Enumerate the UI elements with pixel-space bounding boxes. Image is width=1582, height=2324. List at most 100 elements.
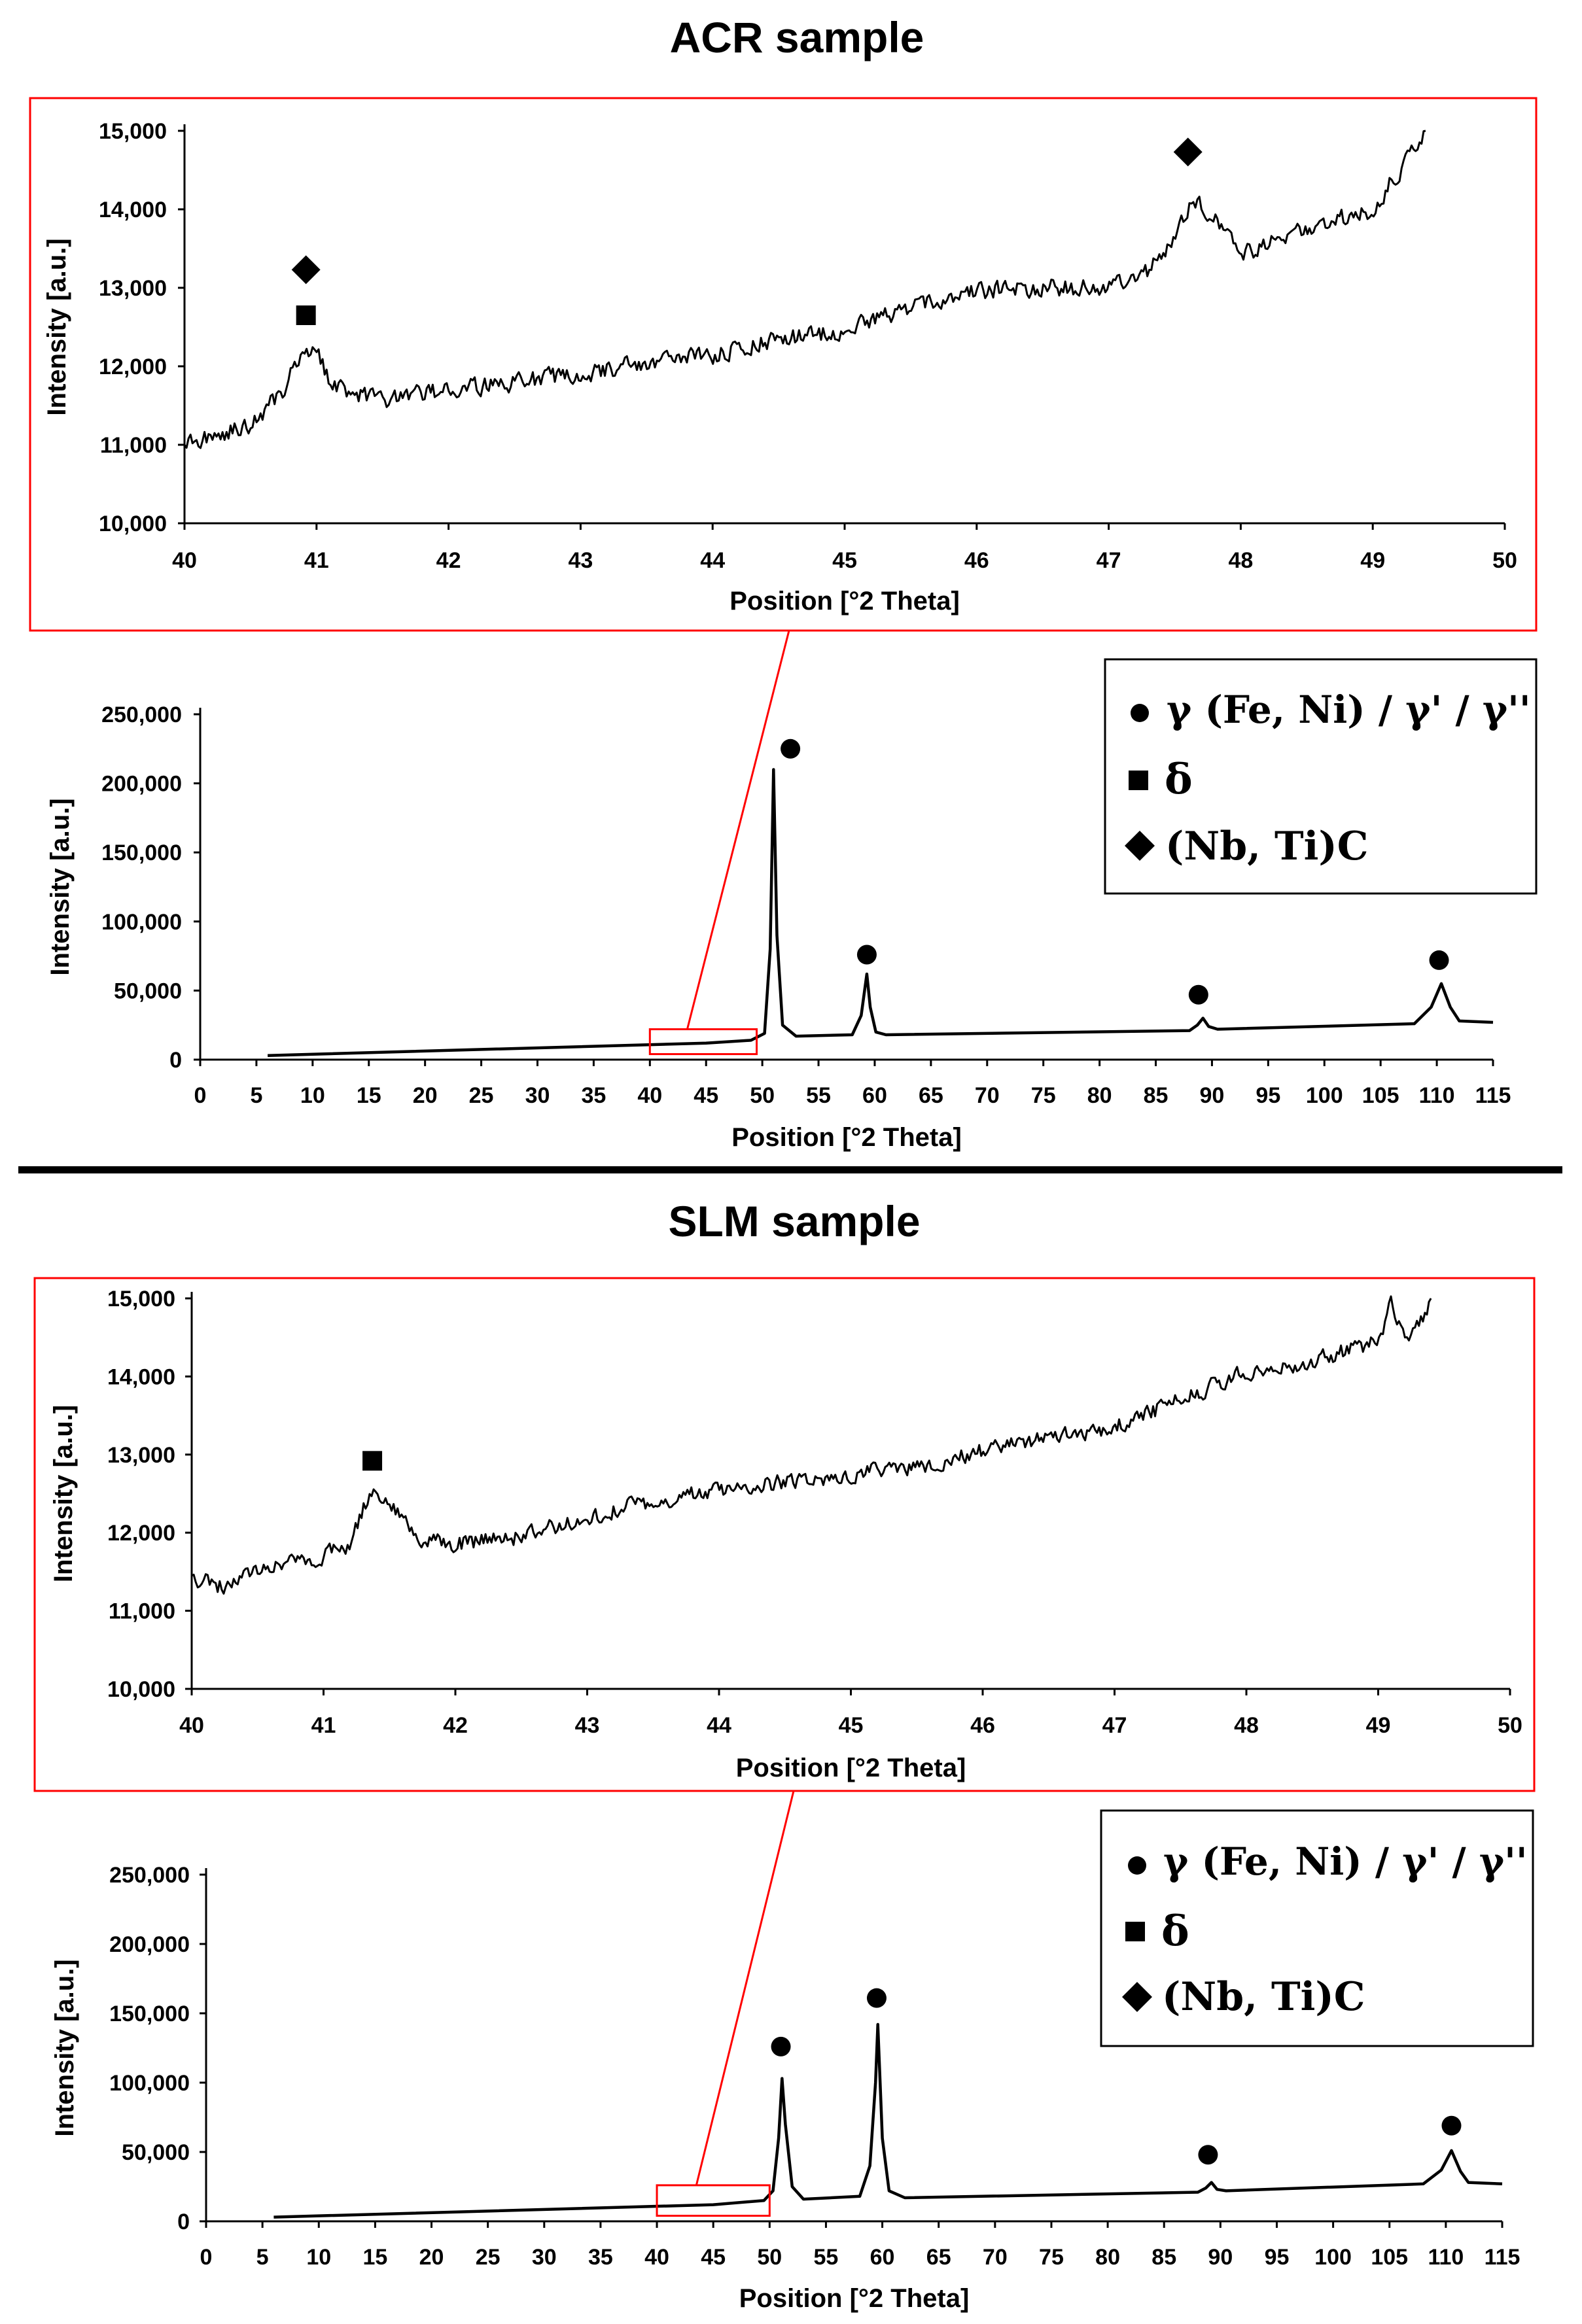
slm_full-gamma-peak-marker [866,1988,887,2008]
section-divider [18,1166,1562,1173]
slm_full-xtick-label: 115 [1485,2245,1520,2270]
acr_full-xtick-label: 35 [581,1083,606,1108]
acr_full-xtick-label: 20 [413,1083,438,1108]
slm_full-xtick-label: 55 [814,2245,839,2270]
slm-legend-gamma-label: γ (Fe, Ni) / γ' / γ'' [1163,1839,1528,1884]
acr_zoom-ytick-label: 14,000 [99,198,167,222]
acr_full-xtick-label: 90 [1200,1083,1225,1108]
slm_zoom-xtick-label: 40 [179,1713,204,1738]
acr_zoom-ytick-label: 11,000 [100,433,167,458]
acr_full-ytick-label: 250,000 [101,702,182,727]
acr_full-gamma-peak-marker [1188,984,1208,1005]
acr_full-xtick-label: 30 [525,1083,550,1108]
slm_full-xtick-label: 50 [757,2245,782,2270]
slm_full-gamma-peak-marker [1198,2145,1218,2165]
acr_full-ytick-label: 200,000 [101,772,182,797]
acr-legend-gamma-label: γ (Fe, Ni) / γ' / γ'' [1167,687,1531,732]
slm-zoom-frame [33,1277,1536,1792]
slm_full-xtick-label: 65 [926,2245,951,2270]
slm_full-xlabel: Position [°2 Theta] [739,2284,970,2313]
acr_full-ylabel: Intensity [a.u.] [46,798,75,975]
slm_full-xtick-label: 95 [1265,2245,1290,2270]
slm_full-xtick-label: 85 [1151,2245,1176,2270]
acr_full-xtick-label: 10 [300,1083,325,1108]
acr_full-xtick-label: 80 [1087,1083,1112,1108]
slm-legend-nbtic-label: (Nb, Ti)C [1162,1974,1365,2020]
slm_full-gamma-peak-marker [771,2036,791,2056]
acr_full-ytick-label: 0 [169,1048,182,1073]
slm_zoom-ytick-label: 12,000 [107,1521,175,1546]
acr_full-gamma-peak-marker [856,945,877,965]
acr_full-xtick-label: 95 [1256,1083,1280,1108]
slm_zoom-xtick-label: 41 [311,1713,336,1738]
slm_full-xtick-label: 70 [983,2245,1008,2270]
acr-zoom-region-box [648,1028,758,1056]
slm-zoom-connector [695,1790,795,2186]
slm_zoom-series-line [191,1295,1432,1595]
slm_full-ytick-label: 200,000 [109,1932,190,1957]
slm_zoom-ytick-label: 14,000 [107,1364,175,1389]
slm-legend-delta-label: δ [1161,1907,1189,1956]
acr_full-gamma-peak-marker [1429,950,1449,970]
acr-legend-square-marker [1129,771,1148,790]
acr_zoom-xtick-label: 40 [172,548,197,573]
slm_full-xtick-label: 30 [532,2245,557,2270]
acr_full-xtick-label: 110 [1419,1083,1455,1108]
acr_zoom-xtick-label: 44 [700,548,725,573]
slm-legend-frame [1100,1809,1534,2047]
slm_zoom-xtick-label: 50 [1498,1713,1522,1738]
acr_full-ytick-label: 150,000 [101,841,182,865]
acr_zoom-ytick-label: 12,000 [99,355,167,379]
acr_zoom-ytick-label: 15,000 [99,119,167,144]
slm_full-ytick-label: 150,000 [109,2002,190,2026]
acr_zoom-xtick-label: 49 [1360,548,1385,573]
acr_full-xtick-label: 115 [1475,1083,1511,1108]
acr_zoom-delta-peak-marker [296,305,316,325]
acr_zoom-ylabel: Intensity [a.u.] [43,238,71,415]
slm_full-xtick-label: 105 [1371,2245,1408,2270]
slm_zoom-xtick-label: 48 [1234,1713,1259,1738]
slm_full-xtick-label: 100 [1314,2245,1352,2270]
acr_full-chart: 0 50,000 100,000 150,000 200,000 250,000 0 5 10 1… [46,702,1511,1152]
slm_zoom-ytick-label: 15,000 [107,1287,175,1311]
slm_zoom-xtick-label: 44 [707,1713,731,1738]
acr_zoom-xlabel: Position [°2 Theta] [729,587,960,616]
slm_zoom-ylabel: Intensity [a.u.] [49,1405,78,1582]
slm_full-xtick-label: 60 [870,2245,895,2270]
acr_full-xtick-label: 0 [194,1083,207,1108]
slm_full-gamma-peak-marker [1441,2115,1462,2136]
acr_zoom-xtick-label: 48 [1228,548,1253,573]
acr_full-xtick-label: 65 [919,1083,943,1108]
acr-legend-delta-label: δ [1165,755,1193,804]
acr_full-xlabel: Position [°2 Theta] [731,1123,962,1152]
slm_full-ytick-label: 100,000 [109,2071,190,2096]
acr_zoom-xtick-label: 50 [1492,548,1517,573]
slm_full-xtick-label: 90 [1208,2245,1233,2270]
acr_full-ytick-label: 100,000 [101,910,182,935]
acr_zoom-xtick-label: 47 [1097,548,1121,573]
acr_full-gamma-peak-marker [781,738,801,759]
acr_full-xtick-label: 75 [1031,1083,1056,1108]
acr_full-xtick-label: 25 [469,1083,494,1108]
acr_full-xtick-label: 100 [1306,1083,1343,1108]
acr_zoom-series-line [183,130,1426,449]
slm-legend-circle-marker [1128,1856,1146,1875]
charts-layer: 10,000 11,000 12,000 13,000 14,000 15,000 40 41… [43,119,1522,2313]
acr-zoom-frame [29,97,1538,632]
acr_zoom-ytick-label: 10,000 [99,512,167,536]
slm_zoom-ytick-label: 11,000 [109,1599,175,1624]
acr-title: ACR sample [670,13,924,61]
slm_zoom-delta-peak-marker [362,1451,383,1471]
slm_zoom-xtick-label: 47 [1102,1713,1127,1738]
slm_zoom-ytick-label: 13,000 [107,1443,175,1468]
acr_full-xtick-label: 70 [975,1083,1000,1108]
slm_full-xtick-label: 10 [306,2245,331,2270]
acr-zoom-connector [686,630,790,1030]
acr-legend: γ (Fe, Ni) / γ' / γ'' δ (Nb, Ti)C [1104,658,1538,895]
acr_full-xtick-label: 105 [1362,1083,1399,1108]
slm_zoom-chart: 10,000 11,000 12,000 13,000 14,000 15,000 40 41… [49,1287,1522,1782]
acr_full-series-line [268,768,1494,1057]
acr_full-xtick-label: 85 [1144,1083,1169,1108]
slm-zoom-region-box [656,2184,771,2217]
